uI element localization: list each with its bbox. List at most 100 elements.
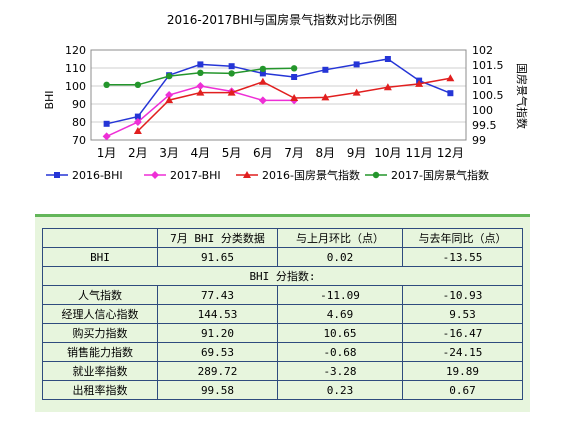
- legend-label: 2017-国房景气指数: [391, 168, 489, 182]
- data-point: [258, 77, 267, 85]
- data-point: [54, 172, 60, 178]
- table-cell: -13.55: [402, 247, 523, 267]
- table-cell: 289.72: [157, 361, 278, 381]
- table-cell: 77.43: [157, 285, 278, 305]
- series-triangle: [133, 74, 455, 134]
- table-row: 购买力指数 91.20 10.65 -16.47: [42, 323, 523, 343]
- table-cell: 0.23: [277, 380, 403, 400]
- table-cell: 0.02: [277, 247, 403, 267]
- legend: 2016-BHI 2017-BHI 2016-国房景气指数 2017-国房景气指数: [46, 168, 489, 182]
- table-cell: 购买力指数: [42, 323, 158, 343]
- x-tick-label: 7月: [284, 146, 304, 160]
- table-row: 人气指数 77.43 -11.09 -10.93: [42, 285, 523, 305]
- table-row: 经理人信心指数 144.53 4.69 9.53: [42, 304, 523, 324]
- legend-item: 2017-BHI: [144, 169, 221, 182]
- header-cell: 7月 BHI 分类数据: [157, 228, 278, 248]
- table-cell: 69.53: [157, 342, 278, 362]
- data-point: [134, 81, 142, 89]
- table-cell: 0.67: [402, 380, 523, 400]
- table-cell: 人气指数: [42, 285, 158, 305]
- data-point: [151, 171, 159, 179]
- x-tick-label: 6月: [253, 146, 273, 160]
- legend-label: 2017-BHI: [170, 169, 221, 182]
- y-tick-label: 90: [72, 98, 86, 111]
- table-cell: 144.53: [157, 304, 278, 324]
- table-cell: -0.68: [277, 342, 403, 362]
- data-point: [383, 83, 392, 91]
- data-point: [446, 74, 455, 82]
- legend-item: 2016-国房景气指数: [236, 168, 360, 182]
- legend-label: 2016-国房景气指数: [262, 168, 360, 182]
- x-tick-label: 8月: [316, 146, 336, 160]
- header-cell: 与上月环比（点）: [277, 228, 403, 248]
- table-row: 出租率指数 99.58 0.23 0.67: [42, 380, 523, 400]
- y-tick-label: 80: [72, 116, 86, 129]
- header-cell: [42, 228, 158, 248]
- y2-tick-label: 100.5: [472, 89, 504, 102]
- bhi-data-table: 7月 BHI 分类数据 与上月环比（点） 与去年同比（点） BHI 91.65 …: [42, 228, 523, 400]
- data-point: [197, 61, 204, 68]
- data-point: [290, 94, 299, 101]
- x-tick-label: 10月: [374, 146, 401, 160]
- data-point: [197, 69, 204, 77]
- data-point: [372, 171, 380, 179]
- x-tick-label: 1月: [97, 146, 117, 160]
- legend-item: 2016-BHI: [46, 169, 123, 182]
- x-tick-label: 2月: [128, 146, 148, 160]
- data-point: [243, 171, 251, 178]
- data-point: [415, 79, 424, 87]
- table-cell: 9.53: [402, 304, 523, 324]
- table-row: 就业率指数 289.72 -3.28 19.89: [42, 361, 523, 381]
- data-point: [321, 93, 330, 101]
- table-row: 销售能力指数 69.53 -0.68 -24.15: [42, 342, 523, 362]
- data-point: [165, 72, 173, 80]
- data-point: [228, 70, 235, 77]
- x-tick-label: 5月: [222, 146, 242, 160]
- table-cell: BHI: [42, 247, 158, 267]
- data-point: [227, 88, 236, 96]
- header-cell: 与去年同比（点）: [402, 228, 523, 248]
- y2-tick-label: 99: [472, 134, 486, 147]
- data-point: [133, 118, 142, 126]
- y2-axis-label: 国房景气指数: [515, 63, 529, 129]
- data-point: [259, 65, 267, 73]
- y2-tick-label: 100: [472, 104, 493, 117]
- x-tick-label: 9月: [347, 146, 367, 160]
- series-layer: [102, 56, 455, 141]
- data-point: [228, 63, 235, 70]
- table-cell: 19.89: [402, 361, 523, 381]
- chart-title: 2016-2017BHI与国房景气指数对比示例图: [167, 12, 397, 27]
- x-tick-label: 4月: [191, 146, 211, 160]
- y-tick-label: 70: [72, 134, 86, 147]
- x-tick-label: 11月: [405, 146, 432, 160]
- data-point: [196, 82, 205, 90]
- data-point: [290, 65, 298, 72]
- y-tick-label: 100: [65, 80, 86, 93]
- table-cell: -16.47: [402, 323, 523, 343]
- table-header-row: 7月 BHI 分类数据 与上月环比（点） 与去年同比（点）: [42, 228, 523, 248]
- subheader-cell: BHI 分指数:: [42, 266, 523, 286]
- data-point: [102, 132, 111, 141]
- bhi-row: BHI 91.65 0.02 -13.55: [42, 247, 523, 267]
- line-chart: 2016-2017BHI与国房景气指数对比示例图 70 80 90 100 110 120…: [43, 12, 529, 182]
- y2-tick-label: 101: [472, 74, 493, 87]
- data-point: [196, 88, 205, 96]
- table-cell: 出租率指数: [42, 380, 158, 400]
- y-tick-label: 110: [65, 62, 86, 75]
- axes: 70 80 90 100 110 120 99 99.5 100 100.5 101 101.5 102…: [65, 44, 504, 160]
- table-cell: 10.65: [277, 323, 403, 343]
- table-cell: 91.65: [157, 247, 278, 267]
- table-cell: -24.15: [402, 342, 523, 362]
- y-axis-label: BHI: [43, 90, 56, 109]
- x-tick-label: 3月: [159, 146, 179, 160]
- y2-tick-label: 101.5: [472, 59, 504, 72]
- data-point: [133, 127, 142, 134]
- data-point: [259, 70, 266, 77]
- series-line: [106, 58, 451, 125]
- data-point: [103, 81, 110, 89]
- plot-frame: [90, 49, 467, 141]
- table-cell: -11.09: [277, 285, 403, 305]
- data-point: [352, 88, 361, 96]
- x-tick-label: 12月: [437, 146, 464, 160]
- data-point: [291, 74, 298, 80]
